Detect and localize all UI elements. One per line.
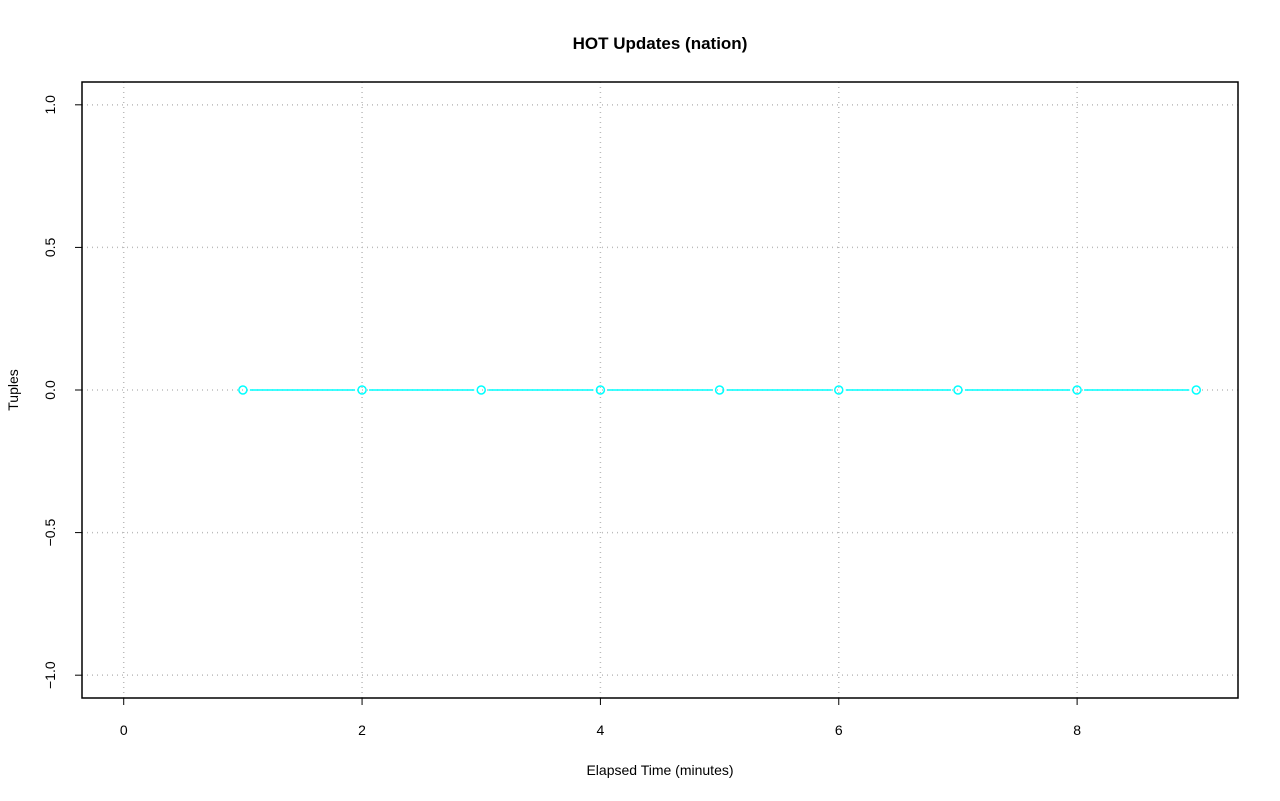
axes: 0 2 4 6 8 −1.0 −0.5 0.0 0.5 1.0 [42, 95, 1081, 738]
data-point [714, 385, 725, 395]
y-tick-label: −1.0 [42, 661, 58, 689]
y-axis-label: Tuples [5, 369, 21, 411]
data-point [953, 385, 963, 395]
x-tick-label: 2 [358, 722, 366, 738]
chart-title: HOT Updates (nation) [573, 34, 748, 53]
data-point [595, 385, 606, 395]
y-tick-label: −0.5 [42, 519, 58, 547]
x-tick-label: 0 [120, 722, 128, 738]
data-point [1072, 385, 1082, 395]
data-point [357, 385, 367, 395]
y-tick-label: 1.0 [42, 95, 58, 115]
x-tick-label: 4 [597, 722, 605, 738]
data-point [238, 385, 248, 395]
data-point [476, 385, 486, 395]
x-tick-label: 6 [835, 722, 843, 738]
data-point [1191, 385, 1202, 395]
x-axis-label: Elapsed Time (minutes) [586, 762, 733, 778]
y-tick-label: 0.5 [42, 237, 58, 257]
data-point [834, 385, 844, 395]
series [238, 385, 1202, 395]
x-tick-label: 8 [1073, 722, 1081, 738]
y-tick-label: 0.0 [42, 380, 58, 400]
